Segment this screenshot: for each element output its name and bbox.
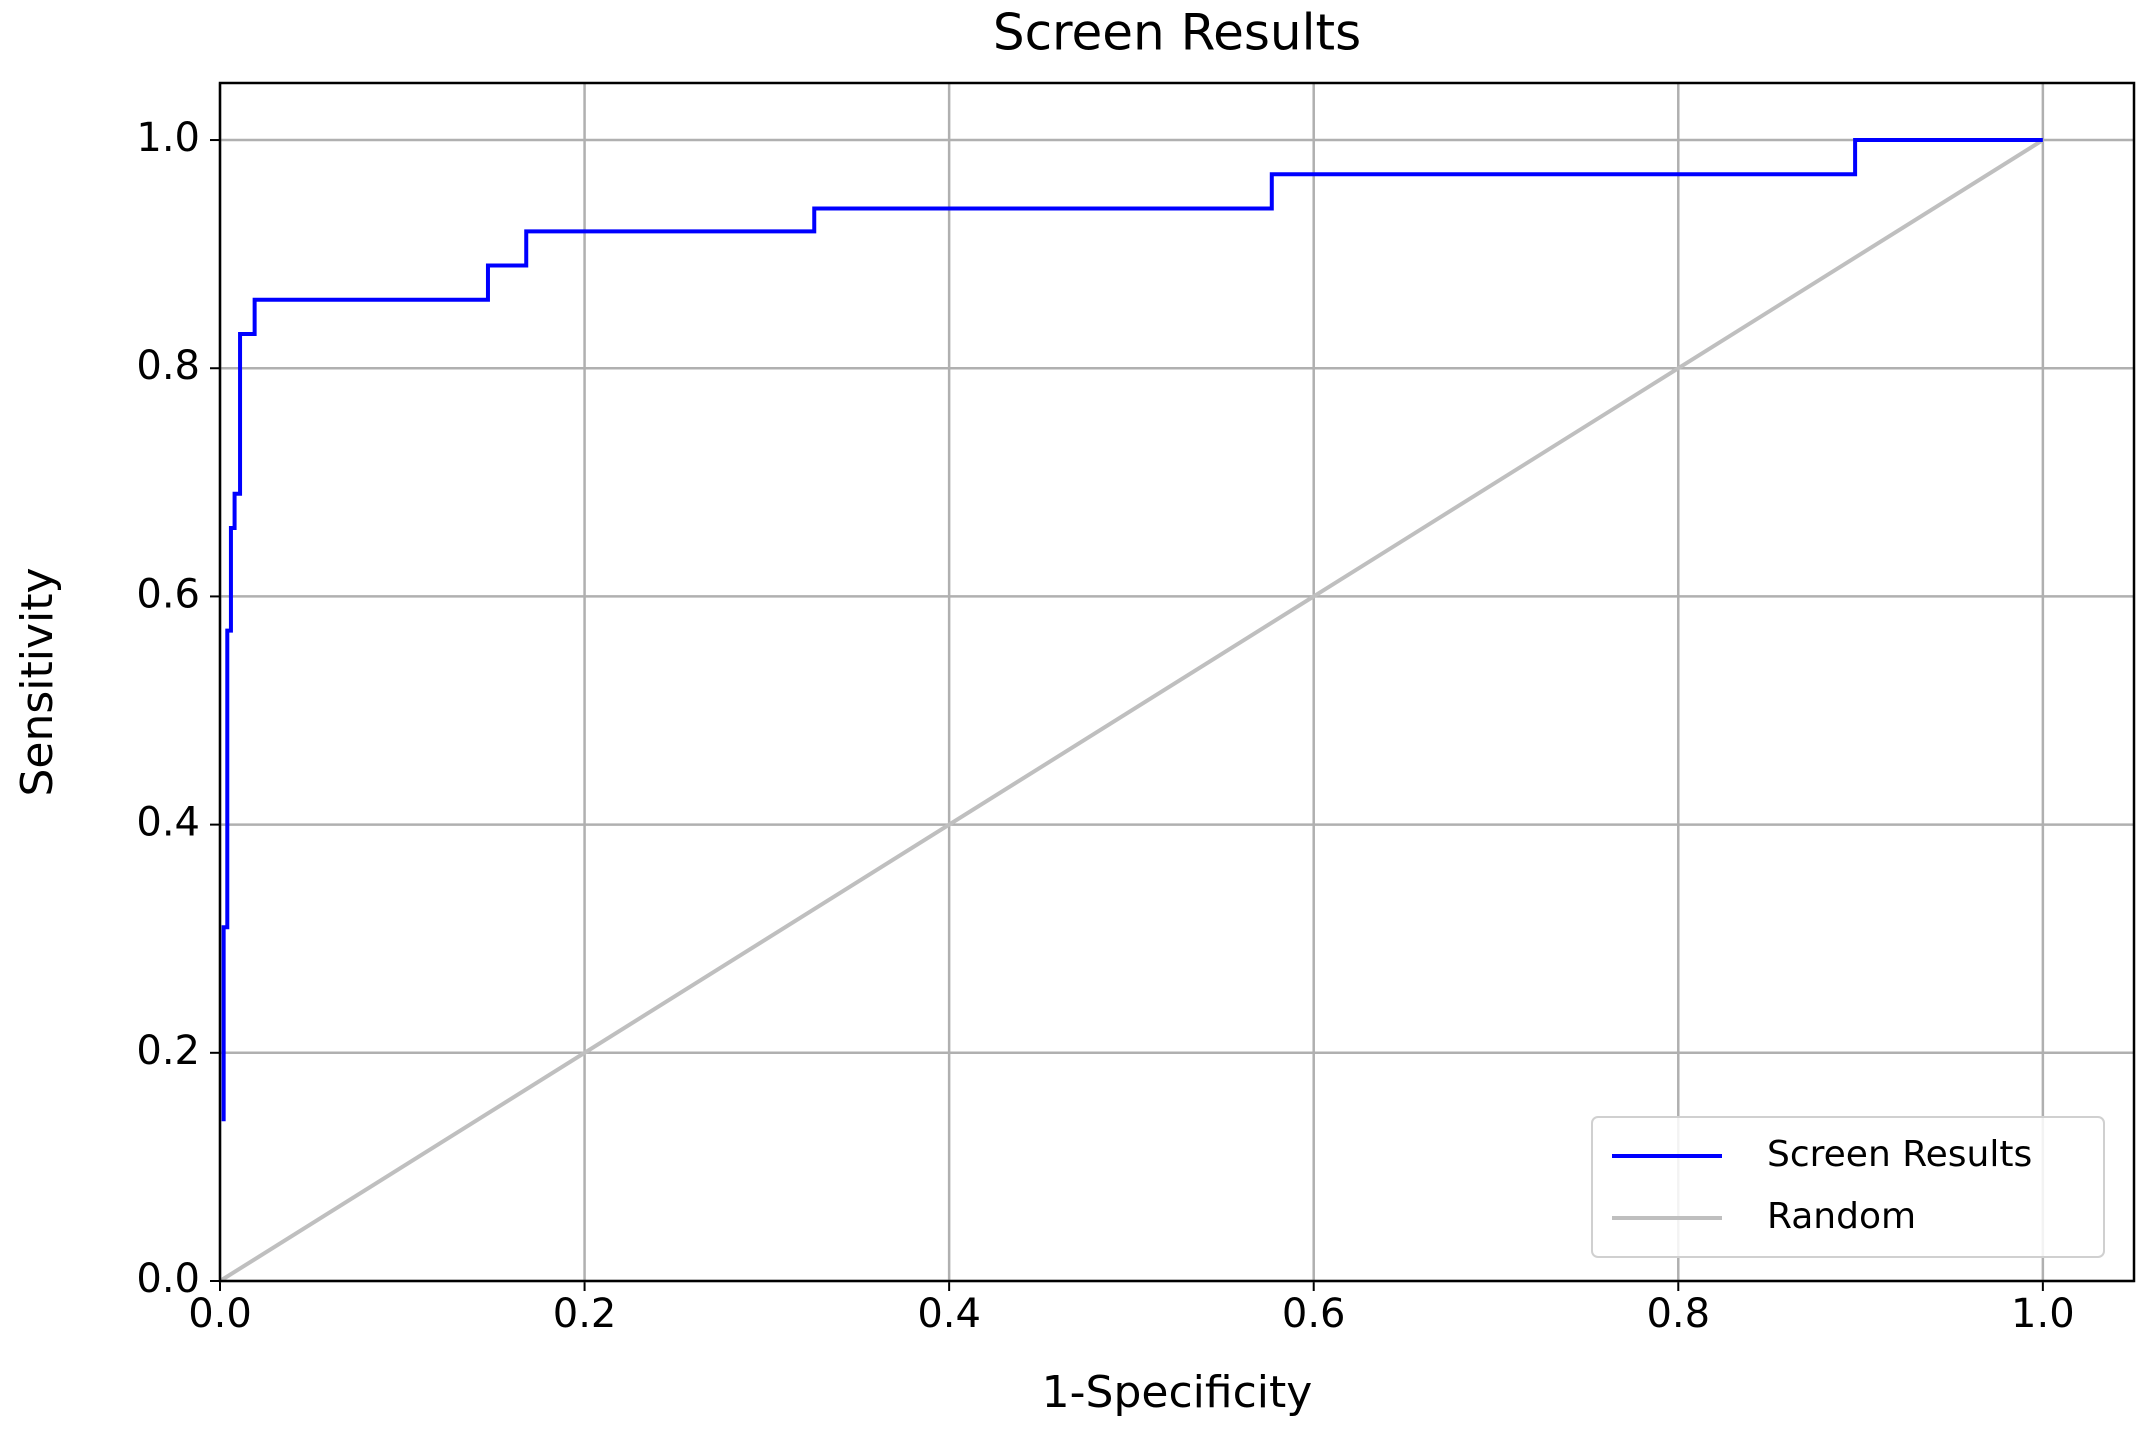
x-axis-label: 1-Specificity	[1042, 1367, 1313, 1418]
x-tick-label: 1.0	[2011, 1291, 2075, 1337]
x-tick-label: 0.0	[188, 1291, 252, 1337]
y-tick-label: 0.6	[136, 571, 200, 617]
x-tick-label: 0.6	[1282, 1291, 1346, 1337]
y-axis-label: Sensitivity	[12, 567, 63, 796]
y-tick-label: 0.8	[136, 343, 200, 389]
plot-frame	[218, 81, 2136, 1283]
chart-title: Screen Results	[993, 4, 1361, 62]
legend-label: Screen Results	[1767, 1134, 2032, 1175]
y-tick-label: 1.0	[136, 115, 200, 161]
legend-box	[1591, 1116, 2105, 1258]
x-tick-label: 0.8	[1646, 1291, 1710, 1337]
y-tick-label: 0.4	[136, 800, 200, 846]
x-tick-label: 0.2	[553, 1291, 617, 1337]
series-line	[218, 138, 2044, 1283]
x-tick-label: 0.4	[917, 1291, 981, 1337]
legend-label: Random	[1767, 1196, 1916, 1237]
series-line	[221, 138, 2043, 1122]
y-tick-label: 0.0	[136, 1256, 200, 1302]
y-tick-label: 0.2	[136, 1028, 200, 1074]
